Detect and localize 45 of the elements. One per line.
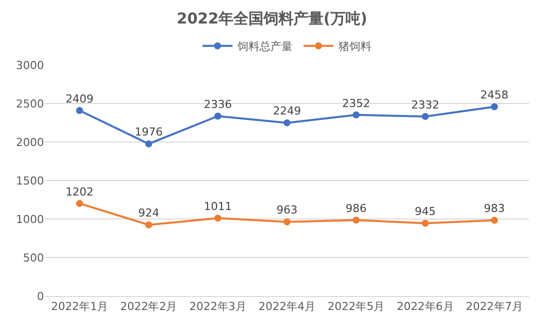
data-label: 2458 — [480, 88, 508, 102]
x-tick-label: 2022年6月 — [396, 300, 454, 314]
x-tick-label: 2022年2月 — [120, 300, 178, 314]
point — [214, 112, 222, 120]
data-label: 2409 — [66, 92, 94, 106]
point — [76, 107, 84, 114]
chart-title: 2022年全国饲料产量(万吨) — [176, 10, 368, 28]
point — [284, 119, 290, 126]
point — [490, 103, 498, 110]
data-label: 1011 — [204, 200, 232, 214]
data-label: 924 — [138, 206, 160, 220]
data-label: 1202 — [66, 185, 94, 198]
y-tick-label: 0 — [37, 290, 44, 303]
data-label: 986 — [346, 202, 367, 215]
point — [214, 214, 222, 222]
data-label: 2332 — [411, 98, 440, 112]
data-label: 2249 — [273, 104, 301, 118]
data-label: 963 — [276, 204, 298, 217]
y-tick-label: 2000 — [16, 136, 44, 149]
y-tick-label: 500 — [23, 251, 44, 264]
y-tick-label: 1500 — [16, 174, 44, 188]
point — [145, 140, 152, 148]
data-label: 1976 — [134, 126, 163, 139]
point — [422, 112, 429, 120]
x-tick-label: 2022年4月 — [258, 300, 316, 314]
y-tick-label: 1000 — [16, 212, 44, 226]
x-tick-label: 2022年3月 — [189, 300, 246, 314]
legend-label: 猪饲料 — [338, 40, 372, 54]
x-tick-label: 2022年7月 — [466, 300, 523, 314]
point — [76, 200, 84, 207]
legend-label: 饲料总产量 — [236, 40, 292, 54]
point — [490, 216, 498, 224]
point — [422, 220, 429, 227]
point — [352, 111, 360, 118]
data-label: 2352 — [342, 96, 370, 110]
y-tick-label: 2500 — [16, 97, 44, 110]
x-tick-label: 2022年1月 — [51, 300, 108, 314]
x-tick-label: 2022年5月 — [328, 300, 385, 314]
data-label: 2336 — [204, 98, 232, 112]
point — [145, 221, 152, 228]
point — [284, 218, 290, 226]
data-label: 945 — [414, 205, 436, 218]
point — [352, 216, 360, 224]
y-tick-label: 3000 — [16, 58, 44, 72]
data-label: 983 — [484, 202, 505, 216]
